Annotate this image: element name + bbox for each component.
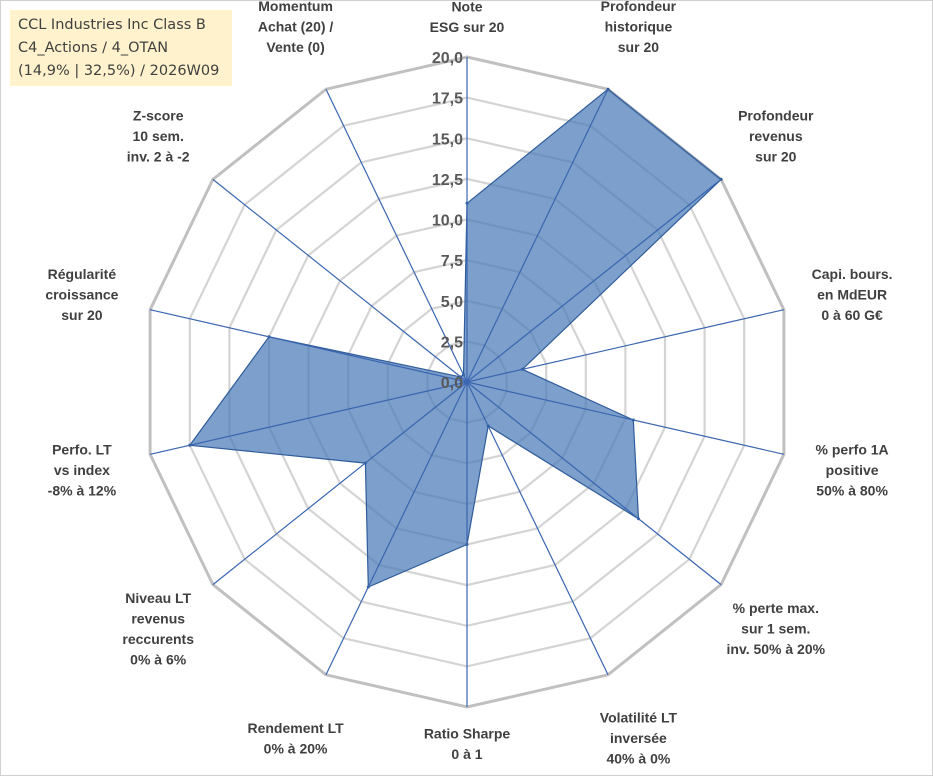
axis-label-10-line-2: -8% à 12%	[48, 483, 117, 499]
axis-label-5-line-1: sur 1 sem.	[741, 621, 810, 637]
axis-label-12-line-0: Z-score	[133, 108, 184, 124]
axis-label-8: Rendement LT 0% à 20%	[247, 720, 344, 757]
axis-label-9: Niveau LT revenus reccurents 0% à 6%	[122, 590, 194, 668]
axis-label-13-line-2: Vente (0)	[266, 39, 324, 55]
axis-label-2-line-1: revenus	[749, 128, 803, 144]
tick-label-1: 2,5	[441, 334, 463, 351]
axis-spoke-12	[212, 178, 468, 383]
title-line-1: CCL Industries Inc Class B	[18, 17, 206, 33]
axis-label-2-line-2: sur 20	[755, 149, 796, 165]
axis-label-10: Perfo. LT vs index -8% à 12%	[48, 442, 117, 499]
axis-label-3-line-2: 0 à 60 G€	[821, 307, 883, 323]
axis-label-1: Profondeur historique sur 20	[601, 0, 677, 55]
axis-label-8-line-1: 0% à 20%	[264, 740, 328, 756]
axis-labels: Note ESG sur 20 Profondeur historique sur 20…	[45, 0, 892, 767]
tick-label-3: 7,5	[441, 253, 463, 270]
axis-label-11-line-2: sur 20	[61, 307, 102, 323]
axis-label-6-line-2: 40% à 0%	[606, 751, 670, 767]
axis-label-1-line-0: Profondeur	[601, 0, 677, 14]
axis-label-3-line-0: Capi. bours.	[812, 266, 893, 282]
axis-label-6-line-1: inversée	[610, 730, 667, 746]
axis-spoke-4	[466, 381, 785, 455]
axis-label-11-line-0: Régularité	[48, 266, 117, 282]
axis-label-6-line-0: Volatilité LT	[600, 710, 678, 726]
axis-label-12: Z-score 10 sem. inv. 2 à -2	[127, 108, 190, 165]
axis-label-9-line-2: reccurents	[122, 631, 194, 647]
axis-label-3: Capi. bours. en MdEUR 0 à 60 G€	[812, 266, 893, 323]
axis-label-2: Profondeur revenus sur 20	[738, 108, 814, 165]
axis-label-12-line-2: inv. 2 à -2	[127, 149, 190, 165]
axis-label-7-line-0: Ratio Sharpe	[424, 726, 511, 742]
axis-spoke-11	[149, 309, 468, 383]
axis-label-11-line-1: croissance	[45, 286, 118, 302]
axis-spoke-13	[325, 88, 468, 383]
tick-labels: 0,0 2,5 5,0 7,5 10,0 12,5 15,0 17,5 20,0	[432, 50, 463, 392]
axis-label-10-line-0: Perfo. LT	[52, 442, 112, 458]
axis-label-9-line-3: 0% à 6%	[130, 651, 187, 667]
axis-label-7-line-1: 0 à 1	[451, 746, 482, 762]
axis-label-4-line-0: % perfo 1A	[816, 442, 889, 458]
axis-spoke-2	[466, 178, 722, 383]
axis-label-9-line-0: Niveau LT	[125, 590, 191, 606]
tick-label-2: 5,0	[441, 294, 463, 311]
axis-spoke-9	[212, 381, 468, 586]
axis-label-13-line-1: Achat (20) /	[258, 18, 334, 34]
axis-label-0-line-0: Note	[451, 0, 482, 15]
axis-label-2-line-0: Profondeur	[738, 108, 814, 124]
title-line-2: C4_Actions / 4_OTAN	[18, 40, 169, 56]
axis-label-1-line-2: sur 20	[618, 39, 659, 55]
axis-label-7: Ratio Sharpe 0 à 1	[424, 726, 511, 763]
axis-spoke-6	[466, 381, 609, 676]
axis-label-9-line-1: revenus	[131, 610, 185, 626]
axis-label-11: Régularité croissance sur 20	[45, 266, 118, 323]
axis-spoke-1	[466, 88, 609, 383]
title-box: CCL Industries Inc Class B C4_Actions / …	[10, 10, 232, 86]
axis-label-0-line-1: ESG sur 20	[430, 19, 505, 35]
axis-label-1-line-1: historique	[605, 18, 673, 34]
axis-spokes	[149, 57, 785, 707]
tick-label-7: 17,5	[432, 91, 463, 108]
tick-label-8: 20,0	[432, 50, 463, 67]
axis-label-13-line-0: Momentum	[258, 0, 333, 14]
tick-label-4: 10,0	[432, 213, 463, 230]
axis-label-5: % perte max. sur 1 sem. inv. 50% à 20%	[727, 600, 826, 657]
tick-label-0: 0,0	[441, 375, 463, 392]
title-line-3: (14,9% | 32,5%) / 2026W09	[18, 63, 220, 79]
axis-label-10-line-1: vs index	[54, 462, 110, 478]
axis-label-13: Momentum Achat (20) / Vente (0)	[258, 0, 334, 55]
axis-label-4: % perfo 1A positive 50% à 80%	[816, 442, 889, 499]
axis-label-8-line-0: Rendement LT	[247, 720, 344, 736]
axis-spoke-10	[149, 381, 468, 455]
axis-label-0: Note ESG sur 20	[430, 0, 505, 35]
axis-spoke-5	[466, 381, 722, 586]
axis-label-5-line-2: inv. 50% à 20%	[727, 641, 826, 657]
axis-label-4-line-2: 50% à 80%	[816, 483, 888, 499]
axis-label-12-line-1: 10 sem.	[133, 128, 184, 144]
axis-spoke-8	[325, 381, 468, 676]
axis-label-3-line-1: en MdEUR	[817, 286, 887, 302]
axis-label-5-line-0: % perte max.	[733, 600, 819, 616]
axis-label-6: Volatilité LT inversée 40% à 0%	[600, 710, 678, 767]
tick-label-5: 12,5	[432, 172, 463, 189]
axis-label-4-line-1: positive	[826, 462, 879, 478]
axis-spoke-3	[466, 309, 785, 383]
tick-label-6: 15,0	[432, 131, 463, 148]
